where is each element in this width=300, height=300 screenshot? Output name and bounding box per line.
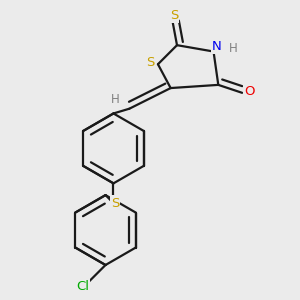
Text: O: O xyxy=(244,85,254,98)
Text: H: H xyxy=(229,43,238,56)
Text: H: H xyxy=(111,93,119,106)
Text: Cl: Cl xyxy=(76,280,89,293)
Text: N: N xyxy=(212,40,222,53)
Text: S: S xyxy=(111,196,119,210)
Text: S: S xyxy=(146,56,154,70)
Text: S: S xyxy=(169,9,178,22)
